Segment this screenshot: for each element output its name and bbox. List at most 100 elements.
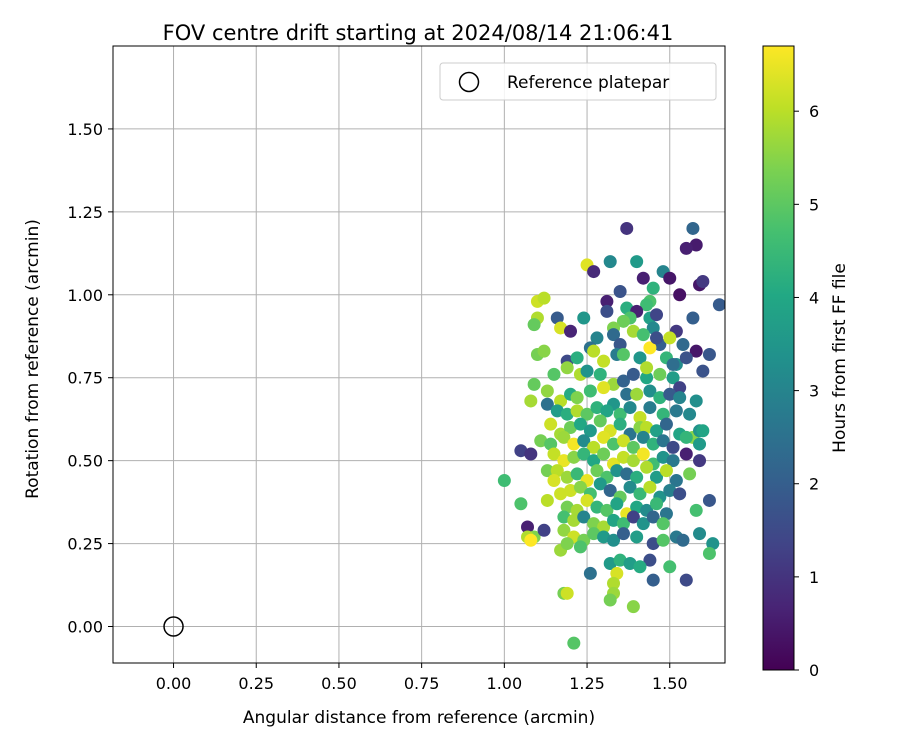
- data-point: [607, 437, 621, 451]
- data-point: [676, 533, 690, 547]
- legend-marker: [458, 71, 480, 93]
- data-point: [570, 391, 584, 405]
- y-tick-label: 0.25: [67, 535, 103, 554]
- data-point: [577, 447, 591, 461]
- data-point: [643, 401, 657, 415]
- data-point: [540, 384, 554, 398]
- data-point: [514, 497, 528, 511]
- data-point: [683, 407, 697, 421]
- data-point: [616, 527, 630, 541]
- data-point: [550, 311, 564, 325]
- data-point: [630, 470, 644, 484]
- reference-platepar-marker: [163, 616, 184, 637]
- y-tick-label: 1.50: [67, 120, 103, 139]
- data-point: [630, 255, 644, 269]
- data-point: [650, 424, 664, 438]
- data-point: [656, 450, 670, 464]
- data-point: [620, 301, 634, 315]
- data-point: [580, 407, 594, 421]
- data-point: [547, 367, 561, 381]
- data-point: [613, 338, 627, 352]
- data-point: [600, 304, 614, 318]
- x-tick-label: 1.50: [652, 674, 688, 693]
- data-point: [663, 387, 677, 401]
- data-point: [613, 553, 627, 567]
- data-point: [587, 517, 601, 531]
- data-point: [560, 470, 574, 484]
- data-point: [650, 331, 664, 345]
- data-point: [646, 573, 660, 587]
- legend-label: Reference platepar: [507, 73, 669, 93]
- colorbar-ticks: 0 1 2 3 4 5 6: [794, 102, 819, 680]
- data-point: [550, 404, 564, 418]
- data-point: [663, 560, 677, 574]
- data-point: [630, 530, 644, 544]
- data-point: [557, 454, 571, 468]
- data-point: [560, 361, 574, 375]
- data-point: [643, 341, 657, 355]
- data-point: [524, 447, 538, 461]
- data-point: [636, 328, 650, 342]
- data-point: [633, 411, 647, 425]
- data-point: [636, 517, 650, 531]
- data-point: [626, 454, 640, 468]
- data-point: [613, 417, 627, 431]
- data-point: [679, 430, 693, 444]
- data-point: [544, 437, 558, 451]
- data-point: [540, 493, 554, 507]
- data-point: [603, 484, 617, 498]
- data-point: [557, 430, 571, 444]
- data-point: [537, 291, 551, 305]
- data-point: [626, 600, 640, 614]
- data-point: [623, 480, 637, 494]
- data-point: [570, 404, 584, 418]
- data-point: [521, 520, 535, 534]
- data-point: [554, 487, 568, 501]
- data-point: [673, 288, 687, 302]
- legend: Reference platepar: [439, 62, 717, 101]
- data-point: [587, 265, 601, 279]
- y-axis-label: Rotation from reference (arcmin): [23, 219, 43, 499]
- data-point: [587, 440, 601, 454]
- data-point: [650, 470, 664, 484]
- scatter-points: [497, 221, 725, 650]
- data-point: [540, 464, 554, 478]
- y-tick-label: 1.25: [67, 203, 103, 222]
- data-point: [560, 537, 574, 551]
- data-point: [577, 510, 591, 524]
- data-point: [610, 497, 624, 511]
- data-point: [640, 460, 654, 474]
- data-point: [623, 401, 637, 415]
- data-point: [590, 500, 604, 514]
- data-point: [524, 394, 538, 408]
- legend-box: [439, 62, 717, 101]
- data-point: [577, 434, 591, 448]
- data-point: [659, 507, 673, 521]
- data-point: [540, 397, 554, 411]
- data-point: [669, 404, 683, 418]
- y-tick-label: 1.00: [67, 286, 103, 305]
- data-point: [547, 447, 561, 461]
- colorbar-tick-label: 2: [809, 475, 819, 494]
- x-tick-label: 0.00: [156, 674, 192, 693]
- data-point: [706, 537, 720, 551]
- data-point: [587, 344, 601, 358]
- data-point: [607, 328, 621, 342]
- colorbar-tick-label: 5: [809, 195, 819, 214]
- data-point: [666, 371, 680, 385]
- data-point: [630, 387, 644, 401]
- data-point: [527, 318, 541, 332]
- data-point: [653, 367, 667, 381]
- data-point: [613, 407, 627, 421]
- data-point: [597, 381, 611, 395]
- data-point: [636, 271, 650, 285]
- data-point: [646, 537, 660, 551]
- data-point: [616, 348, 630, 361]
- data-point: [663, 484, 677, 498]
- data-point: [643, 553, 657, 567]
- data-point: [659, 464, 673, 478]
- data-point: [573, 417, 587, 431]
- data-point: [534, 434, 548, 448]
- data-point: [587, 454, 601, 468]
- data-point: [564, 324, 578, 338]
